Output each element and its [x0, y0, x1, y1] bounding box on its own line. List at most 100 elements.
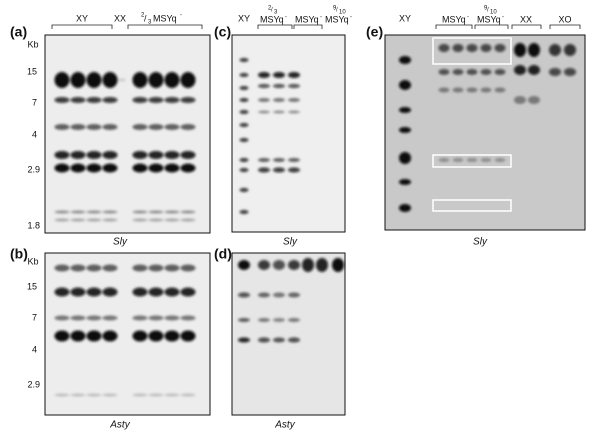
blot-band [86, 210, 102, 214]
blot-band [132, 151, 148, 159]
blot-band [102, 218, 118, 222]
blot-band [132, 218, 148, 222]
blot-band [180, 393, 196, 397]
lane-label: XX [520, 14, 532, 24]
blot-band [132, 287, 148, 297]
blot-band [180, 97, 196, 103]
blot-band [466, 87, 478, 93]
lane-bracket [511, 24, 542, 29]
blot-band [399, 204, 411, 212]
blot-band [273, 158, 285, 162]
blot-band [54, 330, 70, 342]
blot-band [288, 110, 300, 114]
lane-sup: - [467, 15, 469, 21]
blot-band [452, 87, 464, 93]
lane-label: MSYq [325, 14, 349, 24]
blot-band [54, 163, 70, 173]
blot-band [132, 315, 148, 321]
blot-band [258, 260, 270, 270]
blot-band [466, 158, 478, 162]
blot-band [102, 393, 118, 397]
highlight-box [432, 37, 512, 65]
blot-band [239, 110, 249, 114]
lane-label: XX [114, 13, 126, 23]
blot-e [384, 34, 586, 231]
blot-band [102, 210, 118, 214]
lane-sup: - [285, 15, 287, 21]
blot-band [70, 218, 86, 222]
blot-band [86, 72, 102, 88]
lane-label: MSYq [153, 13, 177, 23]
blot-band [54, 287, 70, 297]
blot-band [70, 163, 86, 173]
blot-band [238, 260, 250, 270]
blot-band [273, 260, 285, 270]
lane-bracket [474, 24, 509, 29]
blot-band [528, 43, 540, 57]
blot-band [180, 72, 196, 88]
blot-band [258, 72, 270, 78]
blot-band [102, 97, 118, 103]
fraction-slash: / [336, 8, 338, 14]
blot-band [528, 65, 540, 75]
blot-band [54, 72, 70, 88]
caption: Asty [274, 420, 295, 431]
panel-label: (c) [214, 24, 231, 40]
blot-band [70, 315, 86, 321]
size-label: 15 [27, 281, 37, 291]
size-label: 2.9 [27, 379, 40, 389]
caption: Sly [473, 237, 488, 248]
fraction-den: 3 [274, 10, 278, 16]
blot-band [258, 337, 270, 343]
blot-band [180, 124, 196, 130]
blot-band [316, 258, 328, 272]
blot-band [54, 393, 70, 397]
blot-band [332, 258, 344, 272]
size-label: 4 [32, 129, 37, 139]
blot-band [239, 168, 249, 172]
blot-band [148, 264, 164, 272]
blot-band [258, 167, 270, 173]
blot-band [86, 264, 102, 272]
blot-band [480, 87, 492, 93]
panel-label: (e) [366, 24, 383, 40]
blot-band [148, 218, 164, 222]
blot-band [164, 330, 180, 342]
blot-band [70, 210, 86, 214]
blot-band [86, 97, 102, 103]
blot-band [238, 318, 250, 322]
blot-band [438, 158, 450, 162]
blot-band [118, 78, 126, 82]
fraction-num: 2 [268, 6, 272, 12]
lane-sup: - [180, 13, 182, 19]
caption: Sly [283, 237, 298, 248]
blot-band [258, 84, 270, 88]
panel-label: (b) [10, 246, 28, 262]
blot-band [273, 84, 285, 88]
blot-band [70, 124, 86, 130]
blot-band [148, 210, 164, 214]
blot-band [102, 163, 118, 173]
blot-band [54, 124, 70, 130]
blot-band [288, 84, 300, 88]
blot-band [273, 98, 285, 102]
blot-band [238, 292, 250, 298]
blot-band [70, 330, 86, 342]
blot-band [70, 97, 86, 103]
blot-band [494, 44, 506, 52]
fraction-num: 2 [141, 13, 145, 19]
lane-label: XY [399, 13, 411, 23]
blot-band [514, 96, 526, 104]
lane-label: XY [76, 13, 88, 23]
blot-band [148, 151, 164, 159]
blot-band [258, 318, 270, 322]
panel-label: (d) [214, 246, 232, 262]
blot-band [438, 44, 450, 52]
blot-band [239, 86, 249, 90]
lane-label: XO [558, 14, 571, 24]
blot-band [70, 264, 86, 272]
blot-band [102, 264, 118, 272]
blot-band [288, 72, 300, 78]
blot-band [148, 315, 164, 321]
lane-label: MSYq [295, 14, 319, 24]
